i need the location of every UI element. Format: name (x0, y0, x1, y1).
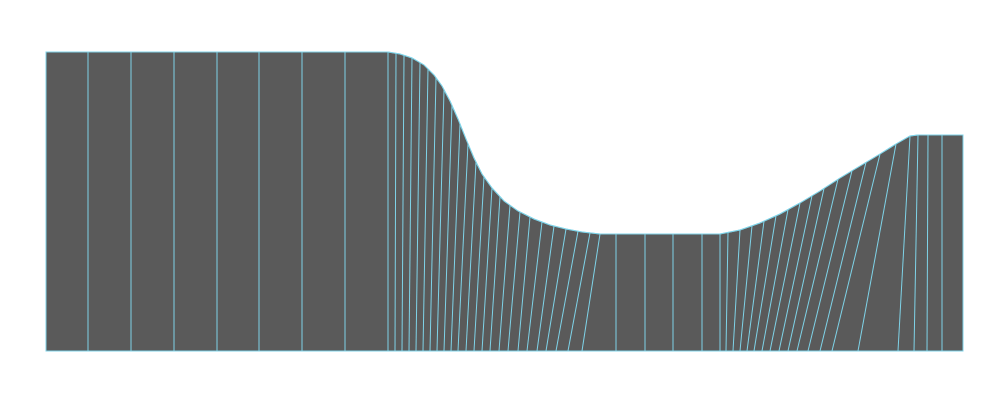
mesh-line-47 (796, 179, 839, 352)
mesh-line-45 (778, 195, 813, 352)
mesh-line-16 (436, 89, 445, 352)
mesh-line-29 (545, 228, 567, 352)
mesh-line-46 (787, 188, 825, 352)
mesh-line-24 (498, 205, 511, 352)
mesh-line-41 (746, 221, 765, 352)
mesh-line-38 (725, 232, 729, 352)
mesh-line-27 (526, 221, 543, 352)
mesh-line-43 (761, 209, 789, 352)
mesh-line-14 (422, 68, 429, 352)
mesh-line-52 (897, 135, 911, 352)
mesh-line-50 (831, 153, 881, 352)
mesh-line-20 (465, 161, 477, 352)
mesh-line-31 (567, 232, 591, 352)
mesh-lines-group (45, 52, 964, 352)
mesh-line-15 (429, 77, 437, 352)
mesh-line-19 (457, 143, 469, 352)
mesh-line-21 (473, 176, 485, 352)
mesh-line-53 (913, 134, 919, 352)
mesh-line-49 (819, 162, 867, 352)
mesh-line-18 (450, 123, 461, 352)
mesh-line-51 (857, 143, 897, 352)
mesh-line-26 (517, 216, 531, 352)
mesh-line-28 (536, 225, 555, 352)
mesh-line-12 (408, 57, 413, 352)
mesh-line-40 (739, 225, 753, 352)
mesh-line-25 (507, 211, 521, 352)
mesh-line-44 (769, 202, 801, 352)
mesh-line-42 (753, 215, 777, 352)
mesh-line-23 (489, 196, 501, 352)
mesh-line-32 (581, 233, 601, 352)
mesh-line-54 (926, 134, 929, 352)
mesh-top-boundary (46, 51, 963, 235)
mesh-line-17 (443, 105, 453, 352)
mesh-line-13 (415, 62, 421, 352)
mesh-line-48 (807, 170, 853, 352)
mesh-line-10 (394, 53, 397, 352)
mesh-line-30 (555, 231, 579, 352)
mesh-line-39 (732, 229, 741, 352)
mesh-line-11 (401, 55, 405, 352)
mesh-line-22 (481, 187, 493, 352)
